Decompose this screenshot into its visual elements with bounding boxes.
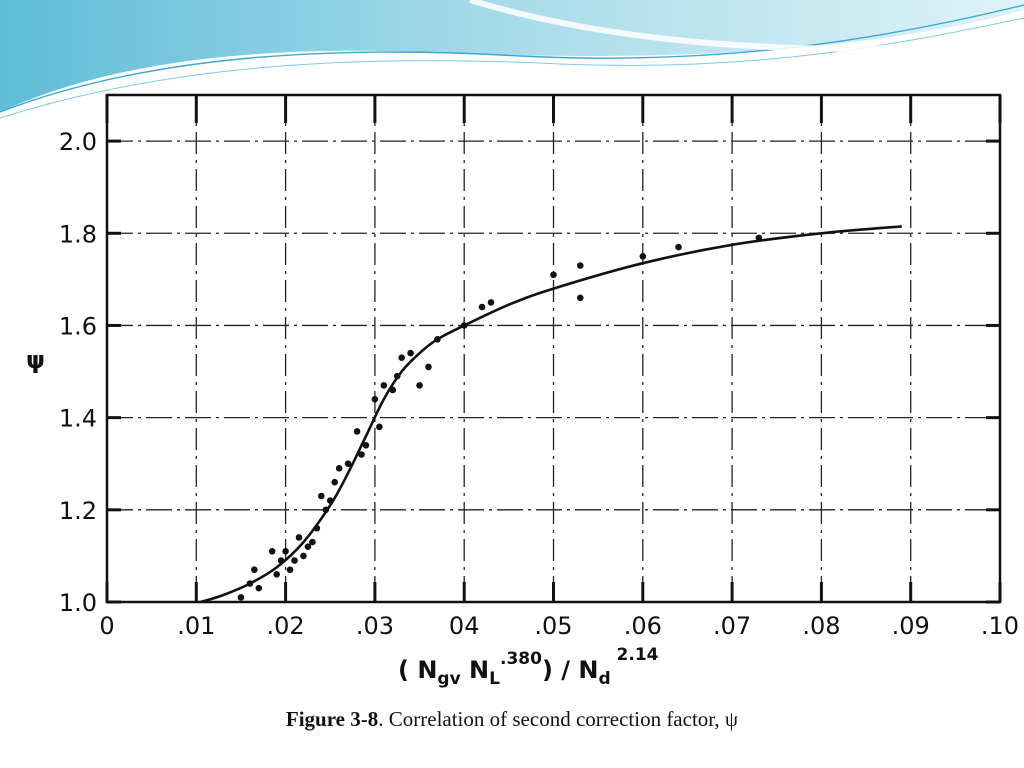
data-point (425, 363, 432, 371)
chart-ticks (105, 95, 1002, 604)
x-tick-label: 0 (99, 612, 114, 640)
data-point (675, 243, 682, 251)
x-tick-label: .05 (534, 612, 572, 640)
data-point (371, 395, 379, 403)
data-point (282, 548, 289, 555)
data-point (393, 372, 401, 380)
x-tick-label: .02 (267, 612, 305, 640)
data-point (255, 584, 263, 592)
data-point (576, 294, 584, 302)
data-point (478, 303, 486, 311)
x-tick-label: 04 (449, 612, 480, 640)
data-point (487, 299, 495, 306)
data-point (326, 497, 334, 504)
figure-caption: Figure 3-8. Correlation of second correc… (0, 707, 1024, 732)
data-point (300, 552, 307, 560)
data-point (550, 271, 557, 279)
x-tick-label: .06 (624, 612, 662, 640)
data-point (295, 534, 303, 541)
data-point (304, 543, 312, 550)
y-tick-label: 1.6 (59, 312, 97, 340)
data-point (434, 335, 441, 343)
data-point (246, 580, 254, 587)
y-tick-label: 1.8 (59, 220, 97, 248)
data-point (389, 386, 397, 394)
data-point (273, 571, 280, 578)
x-tick-label: .10 (981, 612, 1019, 640)
chart-grid (107, 95, 1000, 602)
data-point (344, 460, 352, 468)
data-point (291, 557, 298, 564)
data-point (335, 465, 343, 472)
y-tick-label: 1.4 (59, 405, 97, 433)
data-point (268, 548, 276, 555)
data-point (322, 506, 330, 514)
x-tick-label: .01 (177, 612, 215, 640)
data-point (407, 349, 414, 357)
data-point (358, 451, 365, 458)
header-wave-decoration (0, 0, 1024, 119)
y-tick-labels: 1.0 1.2 1.4 1.6 1.8 2.0 (59, 128, 97, 617)
y-axis-label: ψ (26, 346, 45, 374)
correlation-curve (200, 225, 902, 604)
data-point (755, 234, 763, 242)
data-point (237, 594, 245, 601)
caption-text: . Correlation of second correction facto… (378, 707, 739, 731)
x-tick-label: .09 (892, 612, 930, 640)
data-point (309, 538, 316, 546)
x-tick-label: .07 (713, 612, 751, 640)
data-point (398, 354, 405, 362)
x-axis-label: ( Ngv NL.380) / Nd 2.14 (398, 645, 659, 689)
data-point (376, 423, 383, 431)
data-point (318, 492, 325, 500)
data-point (313, 524, 321, 532)
data-point (460, 322, 468, 329)
data-points (237, 234, 763, 601)
data-point (277, 557, 285, 564)
data-point (362, 441, 370, 449)
y-tick-label: 2.0 (59, 128, 97, 156)
data-point (251, 566, 258, 574)
caption-figure-number: Figure 3-8 (285, 707, 379, 731)
data-point (416, 382, 423, 389)
chart: 0 .01 .02 .03 04 .05 .06 .07 .08 .09 .10 1.0 1.2 1.4… (26, 93, 1019, 689)
data-point (639, 253, 647, 260)
x-tick-labels: 0 .01 .02 .03 04 .05 .06 .07 .08 .09 .10 (99, 612, 1019, 640)
y-tick-label: 1.0 (59, 589, 97, 617)
data-point (286, 566, 294, 574)
x-tick-label: .03 (356, 612, 394, 640)
data-point (331, 478, 339, 486)
y-tick-label: 1.2 (59, 497, 97, 525)
data-point (576, 262, 584, 269)
data-point (380, 382, 388, 389)
x-tick-label: .08 (802, 612, 840, 640)
data-point (353, 428, 361, 435)
